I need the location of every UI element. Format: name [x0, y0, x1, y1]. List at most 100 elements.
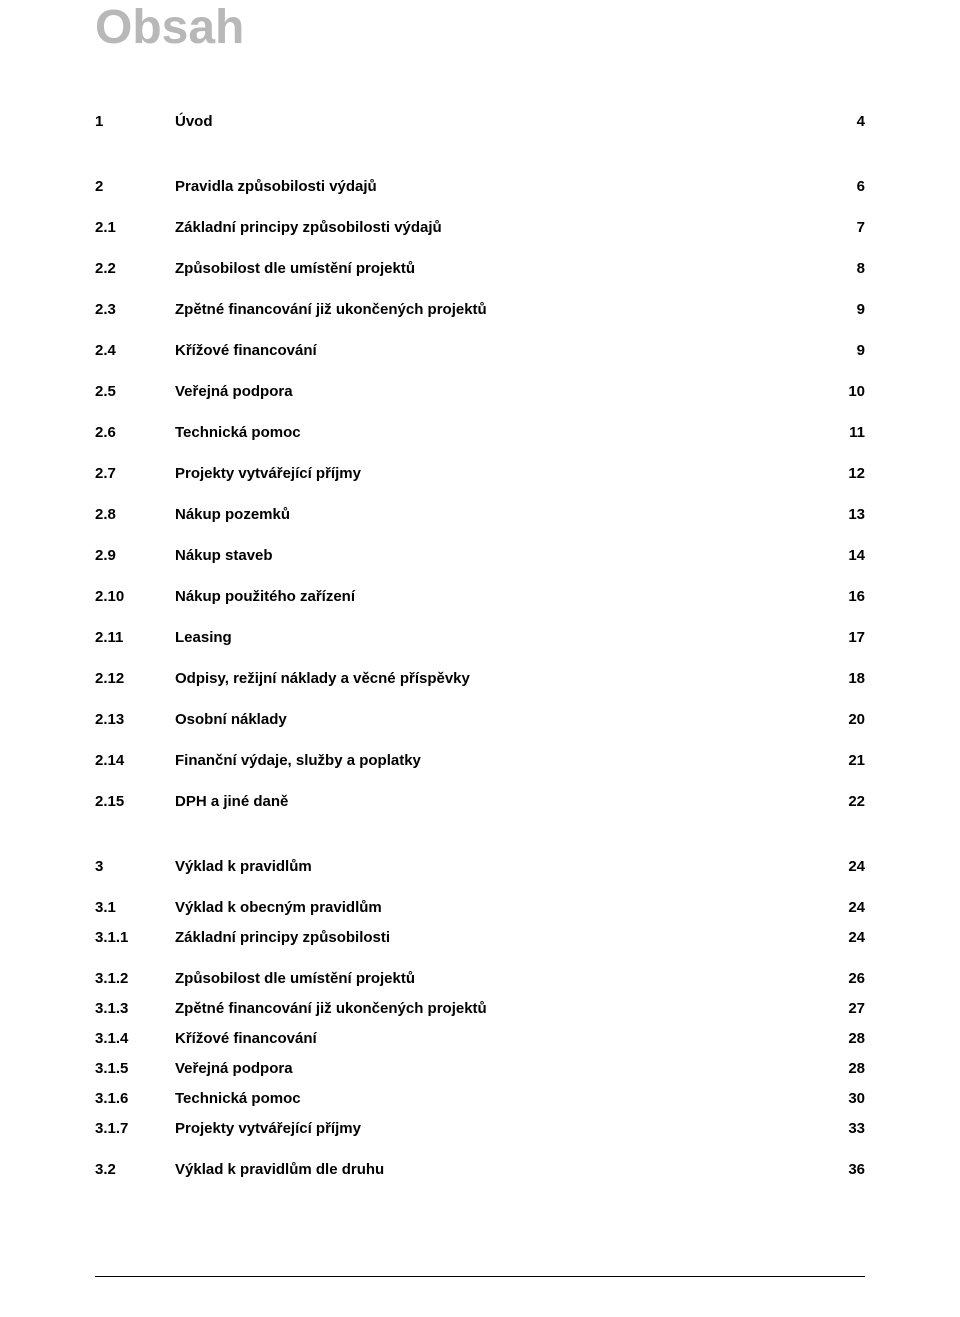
toc-num: 3.1.5	[95, 1060, 175, 1077]
toc-label: Technická pomoc	[175, 424, 825, 441]
toc-page: 28	[825, 1030, 865, 1047]
toc-label: Způsobilost dle umístění projektů	[175, 260, 825, 277]
toc-label: Úvod	[175, 113, 825, 130]
toc-row: 2.11Leasing17	[95, 629, 865, 646]
toc-label: Osobní náklady	[175, 711, 825, 728]
toc-page: 13	[825, 506, 865, 523]
toc-num: 2.4	[95, 342, 175, 359]
toc-num: 3.1	[95, 899, 175, 916]
toc-num: 2.13	[95, 711, 175, 728]
toc-num: 2.2	[95, 260, 175, 277]
toc-row: 3.1.5Veřejná podpora28	[95, 1060, 865, 1077]
toc-row: 2.4Křížové financování9	[95, 342, 865, 359]
toc-num: 3.1.6	[95, 1090, 175, 1107]
toc-label: Základní principy způsobilosti výdajů	[175, 219, 825, 236]
toc-page: 17	[825, 629, 865, 646]
toc-label: DPH a jiné daně	[175, 793, 825, 810]
toc-num: 2.5	[95, 383, 175, 400]
toc-list: 1Úvod42Pravidla způsobilosti výdajů62.1Z…	[95, 113, 865, 1178]
toc-label: Základní principy způsobilosti	[175, 929, 825, 946]
toc-row: 3.1.6Technická pomoc30	[95, 1090, 865, 1107]
toc-page: 22	[825, 793, 865, 810]
toc-row: 2.6Technická pomoc11	[95, 424, 865, 441]
toc-row: 3.2Výklad k pravidlům dle druhu36	[95, 1161, 865, 1178]
page-container: Obsah 1Úvod4 2Pravidla způsobilosti výdaj…	[0, 0, 960, 1178]
toc-num: 2.6	[95, 424, 175, 441]
toc-row: 3.1.4Křížové financování28	[95, 1030, 865, 1047]
toc-label: Pravidla způsobilosti výdajů	[175, 178, 825, 195]
toc-page: 24	[825, 899, 865, 916]
toc-row: 2.10Nákup použitého zařízení16	[95, 588, 865, 605]
toc-page: 4	[825, 113, 865, 130]
toc-num: 3.1.4	[95, 1030, 175, 1047]
toc-label: Výklad k obecným pravidlům	[175, 899, 825, 916]
toc-page: 9	[825, 301, 865, 318]
toc-num: 2.9	[95, 547, 175, 564]
toc-page: 7	[825, 219, 865, 236]
toc-num: 3.1.1	[95, 929, 175, 946]
toc-page: 26	[825, 970, 865, 987]
toc-label: Finanční výdaje, služby a poplatky	[175, 752, 825, 769]
toc-row: 3Výklad k pravidlům24	[95, 858, 865, 875]
toc-num: 2.11	[95, 629, 175, 646]
toc-row: 2.2Způsobilost dle umístění projektů8	[95, 260, 865, 277]
toc-page: 14	[825, 547, 865, 564]
toc-page: 33	[825, 1120, 865, 1137]
toc-num: 2.10	[95, 588, 175, 605]
toc-page: 20	[825, 711, 865, 728]
toc-num: 2.14	[95, 752, 175, 769]
toc-label: Projekty vytvářející příjmy	[175, 465, 825, 482]
toc-row: 2Pravidla způsobilosti výdajů6	[95, 178, 865, 195]
toc-row: 3.1.2Způsobilost dle umístění projektů26	[95, 970, 865, 987]
toc-label: Výklad k pravidlům dle druhu	[175, 1161, 825, 1178]
toc-label: Zpětné financování již ukončených projek…	[175, 301, 825, 318]
toc-num: 2.12	[95, 670, 175, 687]
toc-row: 2.8Nákup pozemků13	[95, 506, 865, 523]
toc-page: 10	[825, 383, 865, 400]
toc-page: 18	[825, 670, 865, 687]
toc-label: Nákup použitého zařízení	[175, 588, 825, 605]
toc-num: 1	[95, 113, 175, 130]
toc-row: 3.1.3Zpětné financování již ukončených p…	[95, 1000, 865, 1017]
toc-label: Křížové financování	[175, 342, 825, 359]
toc-row: 2.5Veřejná podpora10	[95, 383, 865, 400]
toc-page: 11	[825, 424, 865, 441]
toc-row: 2.14Finanční výdaje, služby a poplatky21	[95, 752, 865, 769]
toc-label: Veřejná podpora	[175, 383, 825, 400]
toc-row: 2.13Osobní náklady20	[95, 711, 865, 728]
toc-page: 9	[825, 342, 865, 359]
toc-page: 16	[825, 588, 865, 605]
toc-num: 2	[95, 178, 175, 195]
toc-page: 28	[825, 1060, 865, 1077]
toc-page: 8	[825, 260, 865, 277]
toc-page: 36	[825, 1161, 865, 1178]
toc-num: 3.2	[95, 1161, 175, 1178]
footer-rule	[95, 1276, 865, 1277]
toc-row: 2.15DPH a jiné daně22	[95, 793, 865, 810]
toc-row: 1Úvod4	[95, 113, 865, 130]
toc-row: 2.7Projekty vytvářející příjmy12	[95, 465, 865, 482]
toc-label: Leasing	[175, 629, 825, 646]
toc-num: 2.1	[95, 219, 175, 236]
toc-label: Křížové financování	[175, 1030, 825, 1047]
toc-row: 3.1.1Základní principy způsobilosti24	[95, 929, 865, 946]
toc-num: 2.15	[95, 793, 175, 810]
toc-page: 24	[825, 929, 865, 946]
toc-page: 30	[825, 1090, 865, 1107]
toc-page: 21	[825, 752, 865, 769]
toc-label: Odpisy, režijní náklady a věcné příspěvk…	[175, 670, 825, 687]
toc-label: Veřejná podpora	[175, 1060, 825, 1077]
toc-label: Technická pomoc	[175, 1090, 825, 1107]
toc-num: 2.8	[95, 506, 175, 523]
toc-page: 27	[825, 1000, 865, 1017]
toc-page: 6	[825, 178, 865, 195]
toc-label: Způsobilost dle umístění projektů	[175, 970, 825, 987]
toc-label: Výklad k pravidlům	[175, 858, 825, 875]
toc-row: 2.3Zpětné financování již ukončených pro…	[95, 301, 865, 318]
toc-label: Zpětné financování již ukončených projek…	[175, 1000, 825, 1017]
page-title: Obsah	[95, 0, 865, 55]
toc-row: 3.1.7Projekty vytvářející příjmy33	[95, 1120, 865, 1137]
toc-row: 3.1Výklad k obecným pravidlům24	[95, 899, 865, 916]
toc-row: 2.1Základní principy způsobilosti výdajů…	[95, 219, 865, 236]
toc-num: 3.1.2	[95, 970, 175, 987]
